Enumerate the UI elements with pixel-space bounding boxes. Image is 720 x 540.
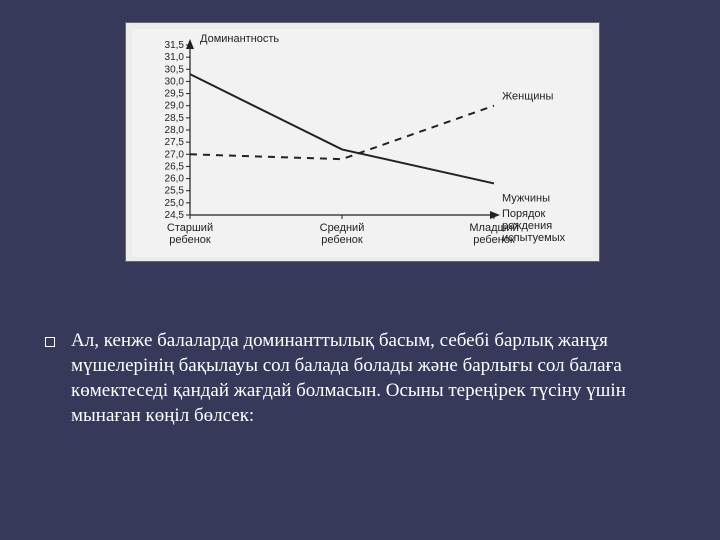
- svg-text:31,5: 31,5: [165, 40, 185, 51]
- bullet-list: Ал, кенже балаларда доминанттылық басым,…: [45, 328, 692, 428]
- svg-text:испытуемых: испытуемых: [502, 232, 566, 244]
- svg-text:25,5: 25,5: [165, 186, 185, 197]
- svg-text:30,5: 30,5: [165, 64, 185, 75]
- svg-text:ребенок: ребенок: [321, 234, 363, 246]
- svg-text:30,0: 30,0: [165, 76, 185, 87]
- svg-text:Доминантность: Доминантность: [200, 33, 279, 45]
- svg-text:27,0: 27,0: [165, 149, 185, 160]
- svg-text:Мужчины: Мужчины: [502, 192, 550, 204]
- svg-text:Старший: Старший: [167, 222, 213, 234]
- bullet-text: Ал, кенже балаларда доминанттылық басым,…: [71, 328, 692, 428]
- svg-text:25,0: 25,0: [165, 198, 185, 209]
- svg-text:Порядок: Порядок: [502, 208, 546, 220]
- bullet-marker-icon: [45, 337, 55, 347]
- slide: 24,525,025,526,0 26,527,027,528,028,529,0…: [0, 0, 720, 540]
- svg-text:28,5: 28,5: [165, 113, 185, 124]
- line-chart: 24,525,025,526,0 26,527,027,528,028,529,0…: [132, 29, 590, 251]
- chart-frame: 24,525,025,526,0 26,527,027,528,028,529,0…: [125, 22, 600, 262]
- svg-text:28,0: 28,0: [165, 125, 185, 136]
- svg-text:29,0: 29,0: [165, 101, 185, 112]
- svg-text:27,5: 27,5: [165, 137, 185, 148]
- svg-text:ребенок: ребенок: [169, 234, 211, 246]
- svg-text:26,0: 26,0: [165, 174, 185, 185]
- svg-text:Средний: Средний: [320, 222, 365, 234]
- svg-text:24,5: 24,5: [165, 210, 185, 221]
- svg-text:26,5: 26,5: [165, 161, 185, 172]
- list-item: Ал, кенже балаларда доминанттылық басым,…: [45, 328, 692, 428]
- svg-text:рождения: рождения: [502, 220, 552, 232]
- svg-text:Женщины: Женщины: [502, 91, 553, 103]
- svg-text:29,5: 29,5: [165, 89, 185, 100]
- svg-text:31,0: 31,0: [165, 52, 185, 63]
- chart-area: 24,525,025,526,0 26,527,027,528,028,529,0…: [132, 29, 593, 257]
